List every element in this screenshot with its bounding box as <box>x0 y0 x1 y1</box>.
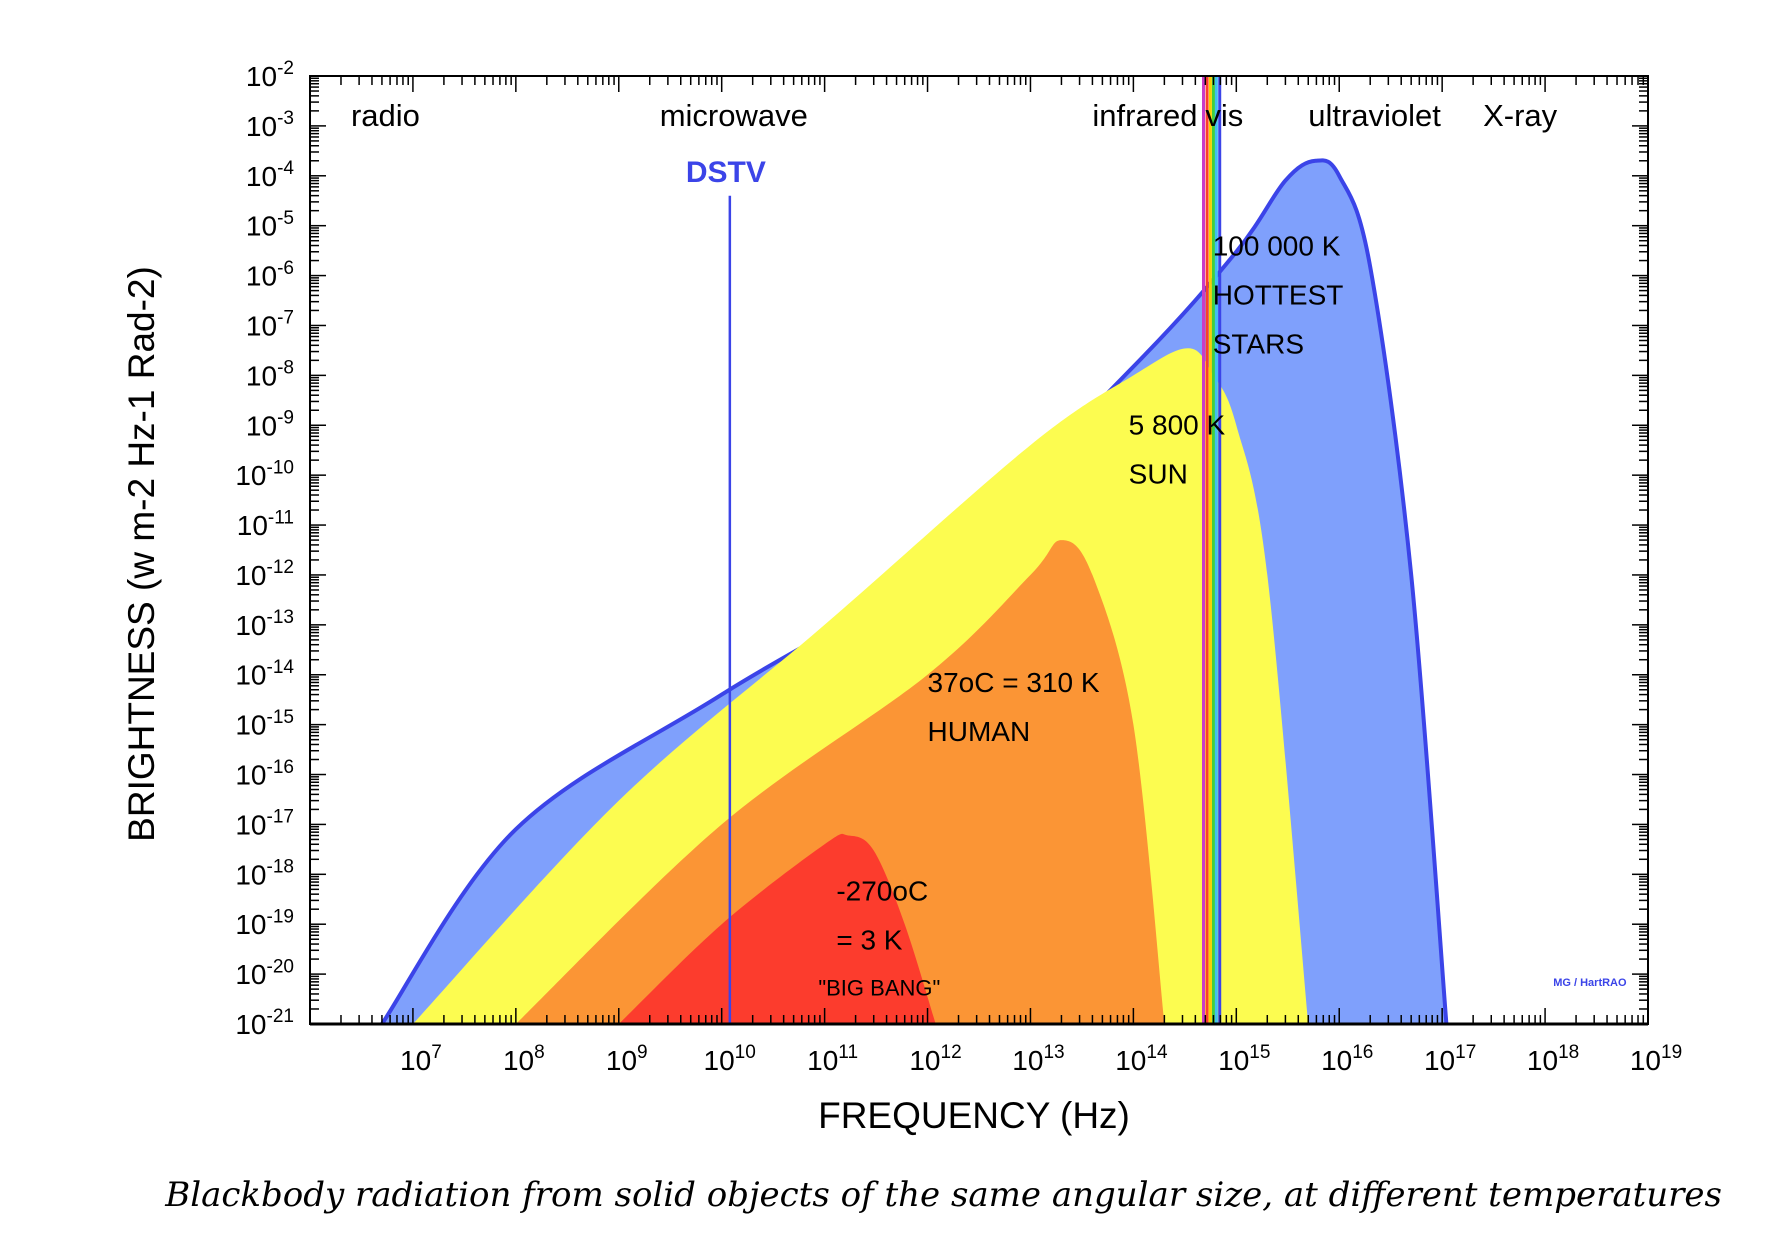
x-tick-label: 1015 <box>1218 1042 1270 1076</box>
y-axis-title: BRIGHTNESS (w m-2 Hz-1 Rad-2) <box>121 266 162 842</box>
y-tick-label: 10-10 <box>235 457 294 491</box>
x-tick-label: 1018 <box>1527 1042 1579 1076</box>
series-label-1: 5 800 K <box>1129 410 1226 441</box>
marker-label-0: DSTV <box>686 156 766 189</box>
series-label-2: HUMAN <box>928 716 1031 747</box>
band-label-infrared: infrared <box>1092 98 1197 133</box>
series-label-0: HOTTEST <box>1213 280 1344 311</box>
x-tick-label: 1010 <box>704 1042 756 1076</box>
series-area-3 <box>618 833 936 1024</box>
y-tick-label: 10-8 <box>246 358 294 392</box>
plot-frame <box>309 75 1649 1026</box>
chart-labels: 107 108 109 1010 1011 1012 1013 1014 1015 1016 101… <box>121 58 1682 1136</box>
frequency-markers: DSTV <box>686 76 1222 1024</box>
series-label-3: "BIG BANG" <box>818 975 940 1000</box>
figure-caption: Blackbody radiation from solid objects o… <box>165 1175 1722 1215</box>
band-label-vis: vis <box>1205 98 1243 133</box>
band-label-ultraviolet: ultraviolet <box>1308 98 1441 133</box>
y-tick-label: 10-7 <box>246 308 294 342</box>
series-label-3: = 3 K <box>836 924 902 955</box>
x-tick-label: 1012 <box>909 1042 961 1076</box>
x-tick-label: 1019 <box>1630 1042 1682 1076</box>
band-label-microwave: microwave <box>660 98 808 133</box>
y-tick-label: 10-4 <box>246 158 294 192</box>
series-label-0: STARS <box>1213 329 1304 360</box>
series-fills <box>380 158 1449 1026</box>
y-tick-label: 10-6 <box>246 258 294 292</box>
x-tick-label: 1013 <box>1012 1042 1064 1076</box>
y-tick-label: 10-19 <box>235 906 294 940</box>
x-axis-title: FREQUENCY (Hz) <box>818 1095 1130 1136</box>
x-tick-label: 1016 <box>1321 1042 1373 1076</box>
credit-label: MG / HartRAO <box>1553 977 1627 989</box>
y-tick-label: 10-20 <box>235 956 294 990</box>
y-tick-label: 10-5 <box>246 208 294 242</box>
y-tick-label: 10-12 <box>235 557 294 591</box>
y-tick-label: 10-3 <box>246 108 294 142</box>
x-tick-label: 108 <box>503 1042 545 1076</box>
y-tick-label: 10-9 <box>246 408 294 442</box>
x-tick-label: 1017 <box>1424 1042 1476 1076</box>
y-tick-label: 10-15 <box>235 707 294 741</box>
y-tick-label: 10-2 <box>246 58 294 92</box>
band-label-radio: radio <box>351 98 420 133</box>
series-label-3: -270oC <box>836 875 928 906</box>
x-tick-label: 1011 <box>807 1042 858 1076</box>
y-tick-label: 10-14 <box>235 657 294 691</box>
series-label-1: SUN <box>1129 459 1188 490</box>
x-tick-label: 107 <box>400 1042 442 1076</box>
y-tick-label: 10-13 <box>235 607 294 641</box>
series-label-0: 100 000 K <box>1213 231 1341 262</box>
axis-ticks <box>309 76 1648 1025</box>
y-tick-label: 10-21 <box>235 1006 294 1040</box>
x-tick-label: 1014 <box>1115 1042 1168 1076</box>
series-area-2 <box>515 540 1165 1024</box>
y-tick-label: 10-18 <box>235 857 294 891</box>
y-tick-label: 10-17 <box>235 807 294 841</box>
band-label-X-ray: X-ray <box>1483 98 1558 133</box>
series-label-2: 37oC = 310 K <box>928 667 1100 698</box>
y-tick-label: 10-11 <box>237 507 294 541</box>
series-outline-0 <box>380 158 1449 1026</box>
x-tick-label: 109 <box>606 1042 648 1076</box>
y-tick-label: 10-16 <box>235 757 294 791</box>
